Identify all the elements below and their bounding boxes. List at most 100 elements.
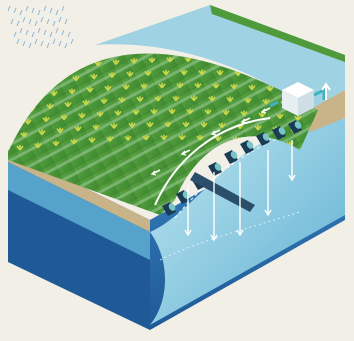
raindrop — [40, 40, 44, 47]
crop-plant — [204, 109, 212, 115]
flow-arrow-icon — [288, 140, 296, 182]
crop-field — [8, 53, 318, 215]
crop-plant — [106, 136, 114, 142]
crop-plant — [254, 124, 262, 131]
raindrop — [52, 38, 56, 45]
crop-plant — [158, 82, 166, 89]
crop-plant — [194, 82, 202, 89]
crop-plant — [154, 95, 162, 102]
crop-plant — [78, 112, 86, 119]
groundwater-body — [150, 118, 345, 325]
crop-plant — [86, 86, 94, 93]
crop-plant — [262, 98, 270, 105]
water-table-line — [174, 117, 346, 219]
crop-plant — [42, 116, 50, 123]
crop-plant — [20, 132, 28, 138]
crop-plant — [244, 97, 252, 104]
crop-plant — [172, 95, 180, 102]
back-water-edge — [95, 5, 345, 110]
crop-plant — [130, 58, 138, 64]
crop-plant — [240, 110, 248, 117]
raindrop — [64, 18, 68, 25]
crop-plant — [128, 122, 136, 128]
back-grass-strip — [210, 5, 345, 62]
raindrop — [64, 42, 68, 49]
crop-plant — [218, 122, 226, 129]
crop-plant — [198, 69, 206, 76]
drain-pipe — [256, 132, 270, 146]
raindrop — [58, 16, 62, 23]
crop-plant — [222, 109, 230, 116]
raindrop — [49, 7, 53, 14]
crop-plant — [200, 122, 208, 128]
crop-plant — [126, 71, 134, 77]
crop-plant — [108, 72, 116, 78]
crop-plant — [190, 95, 198, 102]
crop-plant — [92, 124, 100, 130]
crop-plant — [176, 82, 184, 89]
crop-plant — [72, 75, 80, 82]
raindrop — [46, 18, 50, 25]
crop-plant — [74, 125, 82, 132]
raindrop — [40, 16, 44, 23]
raindrop — [19, 27, 23, 34]
crop-plant — [212, 83, 220, 89]
raindrop — [28, 42, 32, 49]
raindrop — [34, 38, 38, 45]
drain-pipe — [272, 126, 286, 140]
raindrop — [13, 31, 17, 38]
crop-plant — [90, 73, 98, 80]
rain-icon — [7, 5, 74, 49]
dashed-flow-line — [159, 211, 301, 261]
raindrop — [31, 7, 35, 14]
raindrop — [55, 27, 59, 34]
raindrop — [46, 42, 50, 49]
raindrop — [52, 20, 56, 27]
crop-plant — [226, 96, 234, 103]
crop-plant — [50, 90, 58, 97]
crop-plant — [182, 121, 190, 128]
crop-plant — [110, 123, 118, 129]
raindrop — [37, 27, 41, 34]
flow-arrow-icon — [180, 149, 191, 156]
drain-pipe — [162, 202, 176, 216]
crop-plant — [160, 134, 168, 141]
flow-arrow-icon — [236, 162, 244, 237]
crop-plant — [100, 98, 108, 104]
crop-plant — [140, 83, 148, 89]
raindrop — [61, 29, 65, 36]
raindrop — [70, 38, 74, 45]
crop-plant — [162, 69, 170, 76]
crop-plant — [114, 110, 122, 116]
crop-plant — [178, 134, 186, 141]
raindrop — [22, 40, 26, 47]
crop-plant — [24, 119, 32, 125]
crop-plant — [16, 145, 24, 151]
crop-plant — [64, 101, 72, 108]
flow-arrow-icon — [210, 172, 218, 242]
raindrop — [16, 38, 20, 45]
crop-plant — [276, 113, 284, 119]
crop-plant — [146, 121, 154, 128]
raindrop — [7, 5, 11, 12]
flow-arrow-icon — [184, 185, 192, 237]
drain-pipe — [240, 140, 254, 154]
crop-plant — [180, 69, 188, 76]
flow-arrow-icon — [260, 107, 271, 114]
crop-plant — [94, 60, 102, 67]
flow-arrow-icon — [150, 169, 161, 176]
raindrop — [43, 29, 47, 36]
crop-plant — [166, 56, 174, 63]
crop-plant — [96, 111, 104, 117]
crop-plant — [150, 108, 158, 115]
crop-plant — [266, 85, 274, 92]
drain-pipe — [288, 120, 302, 134]
crop-plant — [38, 129, 46, 136]
raindrop — [67, 31, 71, 38]
raindrop — [10, 18, 14, 25]
crop-plant — [68, 88, 76, 95]
uplift-arc — [154, 117, 271, 206]
crop-plant — [52, 140, 60, 147]
crop-plant — [124, 135, 132, 141]
